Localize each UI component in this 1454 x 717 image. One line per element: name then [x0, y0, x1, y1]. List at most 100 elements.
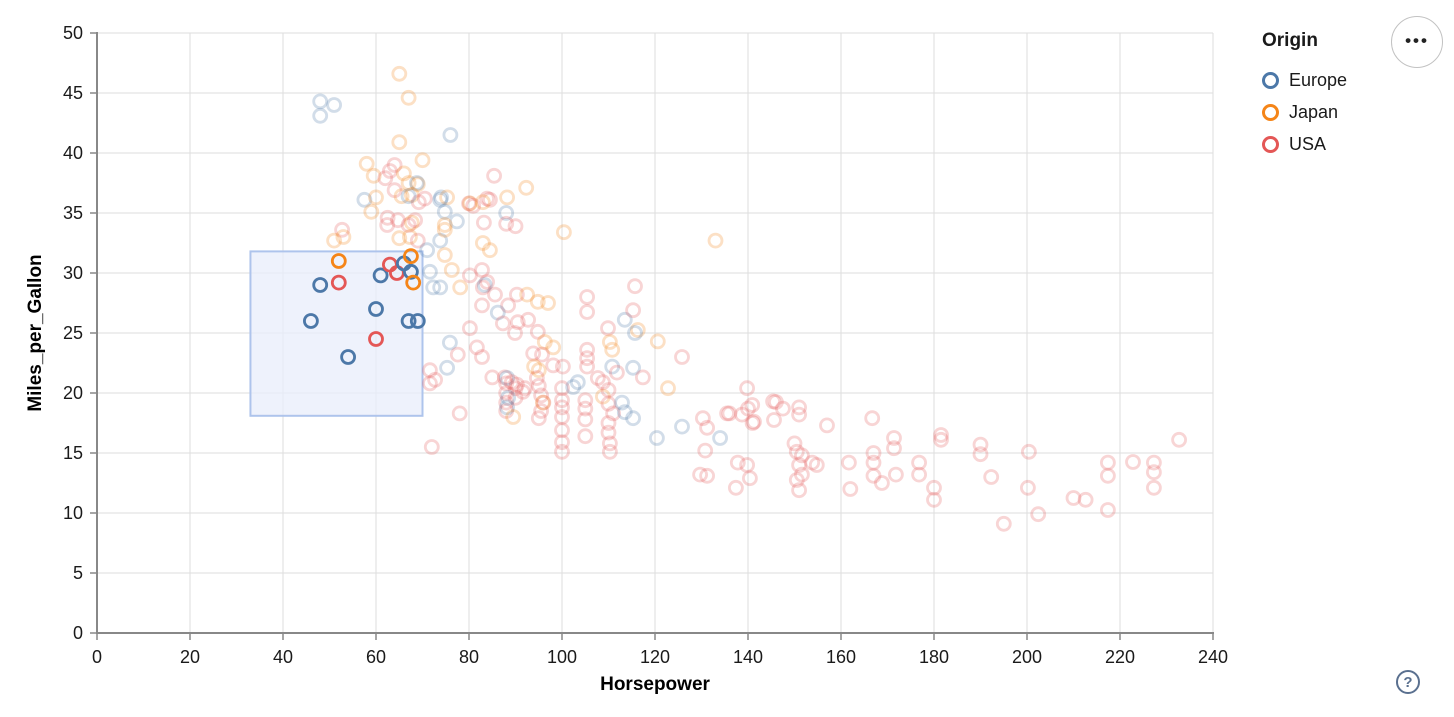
- data-point: [436, 217, 453, 233]
- data-point: [728, 479, 744, 496]
- data-point: [432, 191, 449, 208]
- data-point: [660, 380, 676, 397]
- data-point: [461, 195, 477, 212]
- data-point: [739, 380, 755, 397]
- data-point: [377, 170, 394, 187]
- data-point: [864, 410, 881, 427]
- data-point: [791, 482, 807, 499]
- data-point: [451, 405, 468, 422]
- data-point: [503, 374, 520, 391]
- data-point: [409, 313, 426, 329]
- data-point: [740, 400, 756, 417]
- data-point: [530, 362, 547, 379]
- x-tick-label: 220: [1105, 647, 1135, 667]
- legend-item-europe[interactable]: Europe: [1262, 64, 1347, 96]
- data-point: [479, 274, 496, 290]
- x-tick-label: 100: [547, 647, 577, 667]
- data-point: [1065, 490, 1082, 506]
- legend: Origin Europe Japan USA: [1262, 30, 1347, 160]
- data-point: [395, 165, 412, 182]
- question-mark-icon: ?: [1403, 673, 1413, 691]
- data-point: [535, 394, 551, 411]
- y-tick-label: 20: [63, 383, 83, 403]
- data-point: [499, 370, 516, 386]
- data-point: [926, 491, 942, 508]
- data-point: [540, 295, 556, 311]
- data-point: [432, 232, 449, 249]
- y-tick-label: 0: [73, 623, 83, 643]
- data-point: [312, 107, 329, 124]
- data-point: [742, 470, 758, 487]
- data-point: [468, 339, 485, 356]
- data-point: [533, 387, 549, 404]
- legend-item-japan[interactable]: Japan: [1262, 96, 1347, 128]
- data-point: [403, 187, 420, 203]
- y-tick-label: 25: [63, 323, 83, 343]
- data-point: [509, 314, 526, 331]
- legend-item-usa[interactable]: USA: [1262, 128, 1347, 160]
- data-point: [886, 440, 902, 457]
- data-point: [712, 430, 728, 446]
- data-point: [499, 189, 516, 206]
- data-point: [419, 242, 436, 259]
- x-tick-label: 120: [640, 647, 670, 667]
- data-point: [804, 454, 821, 471]
- x-tick-label: 40: [273, 647, 293, 667]
- data-point: [579, 289, 595, 305]
- data-point: [481, 242, 498, 259]
- y-tick-label: 10: [63, 503, 83, 523]
- data-point: [421, 375, 438, 392]
- data-point: [529, 323, 546, 340]
- data-point: [865, 467, 882, 484]
- data-point: [699, 419, 715, 436]
- data-point: [554, 443, 570, 460]
- data-point: [498, 205, 515, 221]
- data-point: [635, 369, 651, 386]
- data-point: [842, 481, 859, 497]
- data-point: [554, 380, 570, 397]
- data-point: [983, 469, 1000, 485]
- more-options-button[interactable]: •••: [1391, 16, 1443, 68]
- x-axis-title: Horsepower: [600, 674, 710, 695]
- data-point: [579, 350, 595, 367]
- data-point: [427, 371, 444, 388]
- data-point: [449, 346, 466, 363]
- data-point: [432, 279, 449, 296]
- data-point: [498, 403, 515, 419]
- data-point: [484, 369, 501, 386]
- data-point: [401, 229, 418, 245]
- help-button[interactable]: ?: [1396, 670, 1420, 694]
- data-point: [600, 424, 617, 441]
- data-point: [577, 392, 594, 409]
- legend-title: Origin: [1262, 30, 1318, 51]
- data-point: [326, 232, 343, 249]
- data-point: [410, 194, 427, 211]
- legend-label: Europe: [1289, 69, 1348, 90]
- data-point: [474, 235, 491, 251]
- data-point: [707, 232, 724, 249]
- data-point: [734, 406, 750, 423]
- data-point: [699, 467, 715, 484]
- data-point: [609, 364, 625, 381]
- data-point: [498, 394, 515, 411]
- data-point: [886, 430, 902, 446]
- data-point: [791, 457, 807, 473]
- data-point: [579, 304, 595, 320]
- data-point: [509, 286, 525, 303]
- data-point: [744, 397, 761, 413]
- data-point: [405, 274, 422, 291]
- data-point: [625, 302, 641, 319]
- data-point: [616, 311, 633, 328]
- data-point: [794, 447, 810, 464]
- data-point: [498, 375, 515, 392]
- data-point: [461, 267, 478, 284]
- data-point: [605, 405, 621, 422]
- data-point: [1171, 431, 1187, 448]
- data-point: [729, 454, 746, 471]
- data-point: [788, 472, 805, 488]
- data-point: [474, 262, 490, 278]
- ellipsis-icon: •••: [1405, 30, 1429, 50]
- data-point: [788, 443, 805, 460]
- data-point: [625, 359, 641, 376]
